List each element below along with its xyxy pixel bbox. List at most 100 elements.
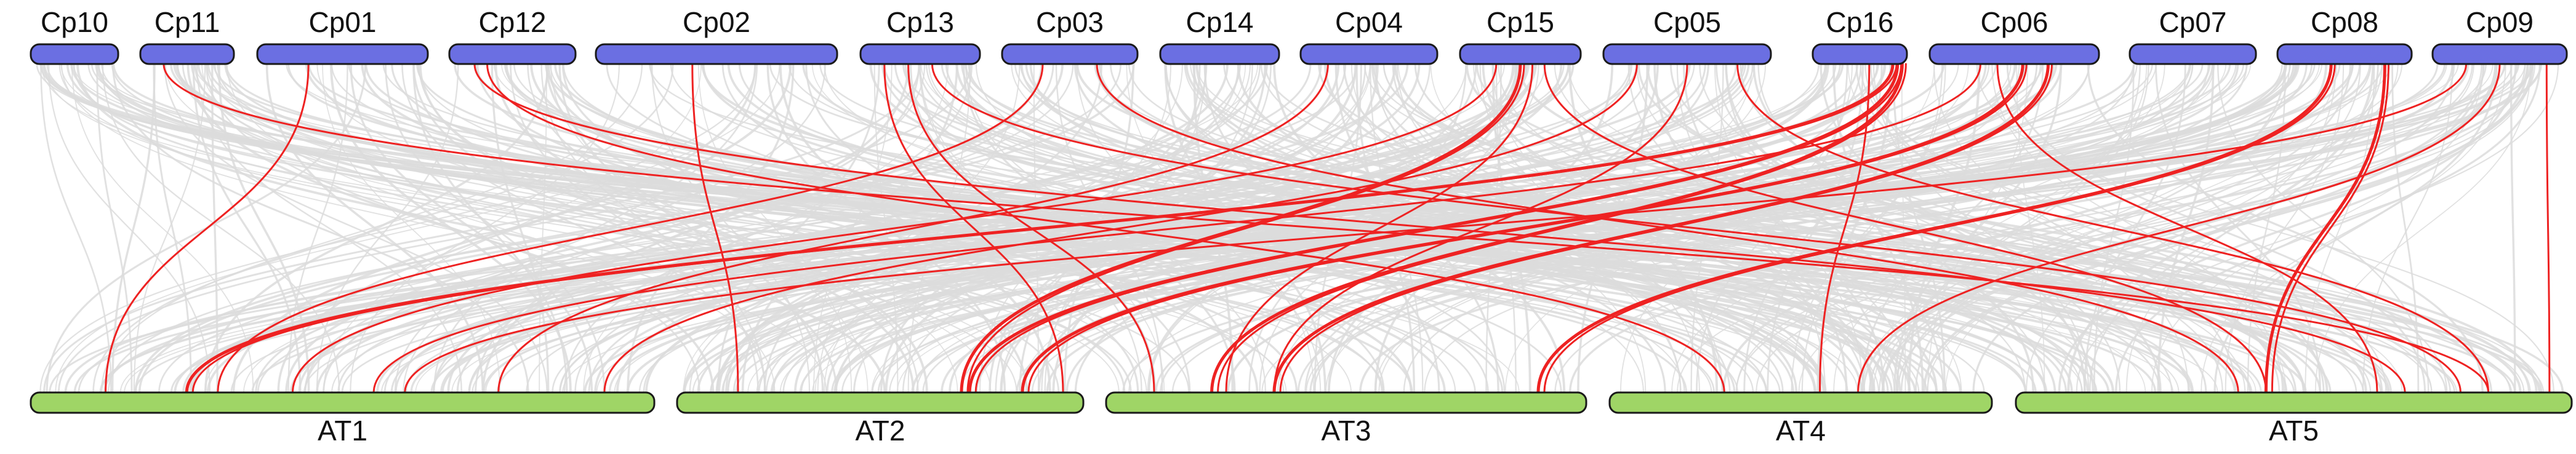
- background-link: [904, 63, 1506, 394]
- highlight-link-cp15-at5: [1543, 63, 2267, 394]
- background-link: [540, 63, 766, 394]
- chromosome-label-cp05: Cp05: [1653, 6, 1721, 38]
- background-link: [2362, 63, 2454, 394]
- background-links: [36, 63, 2564, 394]
- background-link: [107, 63, 1121, 394]
- background-link: [1820, 63, 2086, 394]
- background-link: [779, 63, 2297, 393]
- chromosome-cp07: [2129, 43, 2257, 65]
- chromosome-label-cp07: Cp07: [2159, 6, 2227, 38]
- chromosome-label-cp06: Cp06: [1981, 6, 2048, 38]
- background-link: [1896, 63, 2483, 394]
- chromosome-label-cp09: Cp09: [2466, 6, 2534, 38]
- chromosome-label-at3: AT3: [1322, 415, 1371, 447]
- background-link: [1397, 63, 2097, 393]
- background-link: [394, 63, 826, 394]
- chromosome-label-cp12: Cp12: [479, 6, 547, 38]
- background-link: [1475, 63, 2492, 394]
- background-link: [95, 63, 1768, 394]
- background-link: [1739, 63, 2281, 394]
- highlight-link-cp05-at1: [603, 63, 1638, 394]
- background-link: [616, 63, 1397, 394]
- background-link: [124, 63, 2459, 393]
- background-link: [40, 63, 112, 394]
- chromosome-label-cp04: Cp04: [1335, 6, 1403, 38]
- background-link: [405, 63, 1997, 394]
- background-link: [133, 63, 206, 394]
- chromosome-label-cp11: Cp11: [154, 6, 220, 38]
- background-link: [902, 63, 1431, 394]
- chromosome-cp11: [139, 43, 235, 65]
- background-link: [433, 63, 1242, 394]
- background-link: [2510, 63, 2516, 394]
- chromosome-cp14: [1159, 43, 1280, 65]
- background-link: [2225, 63, 2345, 393]
- highlight-link-strand: [1027, 63, 2028, 394]
- background-link: [2213, 63, 2498, 394]
- background-link: [1076, 63, 1322, 393]
- bottom-chromosome-track: AT1 AT2 AT3 AT4 AT5: [30, 391, 2573, 447]
- chromosome-label-cp16: Cp16: [1826, 6, 1894, 38]
- highlight-link-cp13-at5: [931, 63, 2462, 394]
- top-chromosome-track: Cp10 Cp11 Cp01 Cp12 Cp02 Cp13 Cp03 Cp14 Cp04 Cp15…: [30, 6, 2568, 65]
- background-link: [1554, 63, 2473, 394]
- background-link: [1021, 63, 2073, 394]
- background-link: [70, 63, 1917, 394]
- chromosome-cp08: [2276, 43, 2413, 65]
- chromosome-at1: [30, 391, 656, 414]
- background-link: [285, 63, 1043, 394]
- background-link: [2305, 63, 2375, 393]
- background-link: [710, 63, 2542, 394]
- highlight-link-cp06-at3: [1272, 62, 2050, 394]
- background-link: [814, 63, 1371, 393]
- highlight-link-cp03-at1: [217, 63, 1044, 394]
- chromosome-label-cp10: Cp10: [41, 6, 108, 38]
- background-link: [717, 63, 880, 394]
- background-link: [55, 63, 780, 393]
- background-link: [1568, 63, 2529, 394]
- chromosome-at4: [1608, 391, 1993, 414]
- highlight-link-strand: [1543, 63, 2336, 394]
- background-link: [1915, 63, 2286, 394]
- highlight-link-cp11-at5: [163, 63, 2490, 394]
- chromosome-label-at5: AT5: [2269, 415, 2319, 447]
- chromosome-label-cp15: Cp15: [1487, 6, 1554, 38]
- highlight-link-strand: [1217, 63, 1907, 394]
- highlight-links: [105, 62, 2551, 394]
- background-link: [651, 63, 811, 394]
- highlight-link-cp15-at2: [960, 62, 1522, 394]
- background-link: [71, 63, 254, 393]
- background-link: [227, 63, 776, 393]
- highlight-link-strand: [1279, 63, 2053, 394]
- background-link: [99, 63, 2204, 394]
- background-link: [732, 63, 1706, 394]
- background-link: [1882, 63, 2533, 394]
- background-link: [2201, 63, 2506, 393]
- background-link: [1517, 63, 2538, 394]
- background-link: [554, 63, 1962, 394]
- chromosome-cp16: [1812, 43, 1908, 65]
- chromosome-label-cp13: Cp13: [886, 6, 954, 38]
- highlight-link-cp12-at4: [486, 63, 1725, 394]
- background-link: [2084, 63, 2186, 394]
- background-link: [1881, 63, 2455, 394]
- chromosome-cp10: [30, 43, 119, 65]
- background-link: [213, 63, 2516, 394]
- background-link: [182, 63, 1060, 394]
- background-link: [1424, 63, 2209, 394]
- background-link: [96, 63, 133, 394]
- highlight-link-strand: [966, 63, 1525, 394]
- background-link: [196, 63, 462, 394]
- chromosome-label-cp03: Cp03: [1036, 6, 1104, 38]
- background-link: [1927, 63, 2028, 393]
- highlight-link-cp09-at1: [404, 63, 2467, 394]
- background-link: [562, 63, 2447, 393]
- background-link: [697, 63, 853, 393]
- chromosome-cp12: [448, 43, 577, 65]
- chromosome-label-cp02: Cp02: [683, 6, 750, 38]
- highlight-link-cp01-at1: [105, 63, 310, 394]
- background-link: [39, 63, 756, 394]
- chromosome-label-cp14: Cp14: [1186, 6, 1254, 38]
- highlight-link-cp08-at3: [1536, 62, 2333, 394]
- background-link: [1227, 63, 2194, 394]
